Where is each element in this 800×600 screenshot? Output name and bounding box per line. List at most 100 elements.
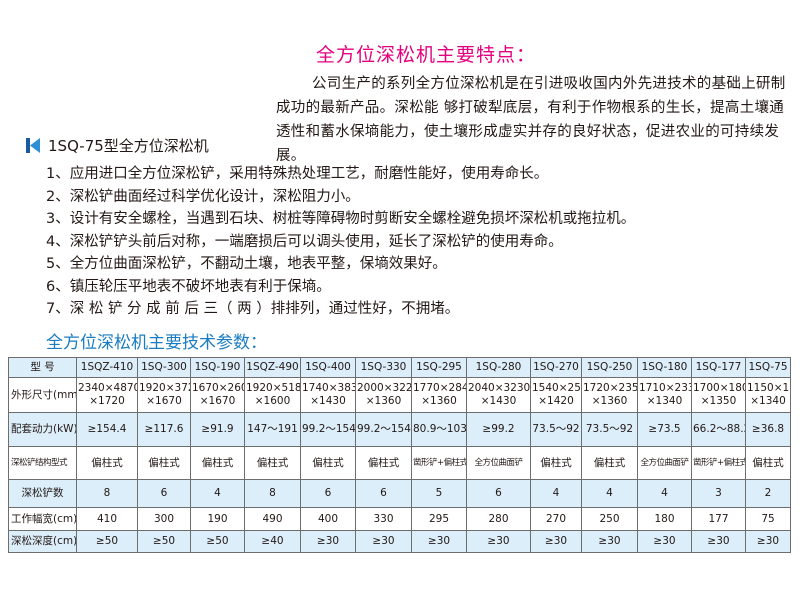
table-cell: 1540×2570 ×1420 (530, 377, 582, 413)
table-cell: 66.2～88.2 (691, 412, 746, 447)
table-cell: 147～191 (244, 412, 301, 447)
table-cell: 1SQ-280 (466, 357, 531, 378)
table-cell: 73.5～92 (530, 412, 582, 447)
table-cell: 偏柱式 (190, 446, 245, 480)
table-cell: ≥40 (244, 530, 301, 553)
table-cell: 490 (244, 507, 301, 531)
table-cell: 4 (530, 479, 582, 508)
feature-item: 4、深松铲铲头前后对称，一端磨损后可以调头使用，延长了深松铲的使用寿命。 (46, 233, 563, 250)
model-heading: 1SQ-75型全方位深松机 (26, 135, 209, 156)
table-cell: ≥30 (355, 530, 412, 553)
table-cell: 4 (581, 479, 638, 508)
table-row-model: 型 号 1SQZ-410 1SQ-300 1SQ-190 1SQZ-490 1SQ-400… (8, 357, 791, 378)
table-row-depth: 深松深度(cm) ≥50 ≥50 ≥50 ≥40 ≥30 ≥30 ≥30 ≥30 ≥30 ≥30 ≥3… (8, 530, 791, 553)
params-title: 全方位深松机主要技术参数： (46, 333, 267, 353)
table-cell: 5 (411, 479, 467, 508)
table-cell: 1SQ-250 (581, 357, 638, 378)
table-cell: 300 (137, 507, 191, 531)
table-cell: 6 (355, 479, 412, 508)
table-cell: 偏柱式 (355, 446, 412, 480)
table-cell: 全方位曲面铲 (466, 446, 531, 480)
table-cell: 偏柱式 (581, 446, 638, 480)
feature-item: 6、镇压轮压平地表不破坏地表有利于保墒。 (46, 278, 331, 295)
table-cell: 1920×3720 ×1670 (137, 377, 191, 413)
table-cell: 2040×3230 ×1430 (466, 377, 531, 413)
table-cell: 80.9～103 (411, 412, 467, 447)
table-cell: ≥117.6 (137, 412, 191, 447)
table-cell: ≥154.4 (76, 412, 138, 447)
row-label: 深松深度(cm) (8, 530, 77, 553)
table-cell: ≥30 (411, 530, 467, 553)
feature-item: 7、深 松 铲 分 成 前 后 三（ 两 ）排排列，通过性好，不拥堵。 (46, 301, 460, 317)
table-cell: 2 (745, 479, 791, 508)
table-cell: 1SQ-180 (637, 357, 692, 378)
table-cell: 6 (300, 479, 356, 508)
table-cell: 1SQ-75 (745, 357, 791, 378)
table-cell: 1150×1350 ×1340 (745, 377, 791, 413)
table-cell: 1SQ-177 (691, 357, 746, 378)
table-cell: 99.2～154.4 (355, 412, 412, 447)
intro-paragraph: 公司生产的系列全方位深松机是在引进吸收国内外先进技术的基础上研制成功的最新产品。… (276, 72, 796, 168)
table-cell: ≥30 (300, 530, 356, 553)
feature-item: 2、深松铲曲面经过科学优化设计，深松阻力小。 (46, 188, 360, 205)
table-cell: 4 (190, 479, 245, 508)
table-row-structure: 深松铲结构型式 偏柱式 偏柱式 偏柱式 偏柱式 偏柱式 偏柱式 凿形铲+偏柱式 全方位曲面铲 偏柱… (8, 446, 791, 480)
table-cell: 250 (581, 507, 638, 531)
table-cell: ≥91.9 (190, 412, 245, 447)
table-cell: ≥30 (530, 530, 582, 553)
row-label: 工作幅宽(cm) (8, 507, 77, 531)
table-cell: 190 (190, 507, 245, 531)
model-heading-text: 1SQ-75型全方位深松机 (48, 137, 209, 155)
table-cell: 3 (691, 479, 746, 508)
table-cell: 偏柱式 (745, 446, 791, 480)
table-cell: 1SQ-400 (300, 357, 356, 378)
table-cell: 1SQ-300 (137, 357, 191, 378)
table-cell: ≥73.5 (637, 412, 692, 447)
table-cell: 8 (76, 479, 138, 508)
row-label: 型 号 (8, 357, 77, 378)
table-row-shank-count: 深松铲数 8 6 4 8 6 6 5 6 4 4 4 3 2 (8, 479, 791, 508)
table-cell: 1720×2350 ×1360 (581, 377, 638, 413)
row-label: 深松铲结构型式 (8, 446, 77, 480)
table-cell: 1920×5180 ×1600 (244, 377, 301, 413)
table-cell: 295 (411, 507, 467, 531)
table-cell: ≥36.8 (745, 412, 791, 447)
table-cell: 全方位曲面铲 (637, 446, 692, 480)
feature-item: 3、设计有安全螺栓，当遇到石块、树桩等障碍物时剪断安全螺栓避免损坏深松机或拖拉机… (46, 211, 636, 227)
table-cell: 177 (691, 507, 746, 531)
table-cell: ≥30 (691, 530, 746, 553)
feature-item: 5、全方位曲面深松铲，不翻动土壤，地表平整，保墒效果好。 (46, 256, 447, 272)
table-cell: ≥30 (466, 530, 531, 553)
table-cell: ≥50 (190, 530, 245, 553)
table-cell: 330 (355, 507, 412, 531)
table-cell: 8 (244, 479, 301, 508)
table-cell: 180 (637, 507, 692, 531)
table-cell: 6 (137, 479, 191, 508)
table-cell: 1770×2840 ×1360 (411, 377, 467, 413)
table-cell: 偏柱式 (244, 446, 301, 480)
table-cell: ≥50 (137, 530, 191, 553)
table-cell: 4 (637, 479, 692, 508)
table-row-power: 配套动力(kW) ≥154.4 ≥117.6 ≥91.9 147～191 99.2～154… (8, 412, 791, 447)
table-cell: ≥30 (637, 530, 692, 553)
table-cell: 1SQ-330 (355, 357, 412, 378)
row-label: 配套动力(kW) (8, 412, 77, 447)
table-cell: 1700×1800 ×1350 (691, 377, 746, 413)
table-cell: 1SQ-190 (190, 357, 245, 378)
k-logo-icon (26, 138, 40, 153)
table-cell: 偏柱式 (137, 446, 191, 480)
table-cell: 凿形铲+偏柱式 (411, 446, 467, 480)
features-title: 全方位深松机主要特点： (316, 44, 537, 66)
table-cell: 99.2～154.4 (300, 412, 356, 447)
table-cell: 2000×3220 ×1360 (355, 377, 412, 413)
spec-table: 型 号 1SQZ-410 1SQ-300 1SQ-190 1SQZ-490 1SQ-400… (8, 357, 791, 553)
table-cell: 410 (76, 507, 138, 531)
table-cell: 1710×2330 ×1340 (637, 377, 692, 413)
table-cell: 1SQ-295 (411, 357, 467, 378)
table-cell: 6 (466, 479, 531, 508)
intro-text: 公司生产的系列全方位深松机是在引进吸收国内外先进技术的基础上研制成功的最新产品。… (276, 76, 786, 164)
table-cell: 偏柱式 (530, 446, 582, 480)
table-cell: 270 (530, 507, 582, 531)
row-label: 外形尺寸(mm) (8, 377, 77, 413)
